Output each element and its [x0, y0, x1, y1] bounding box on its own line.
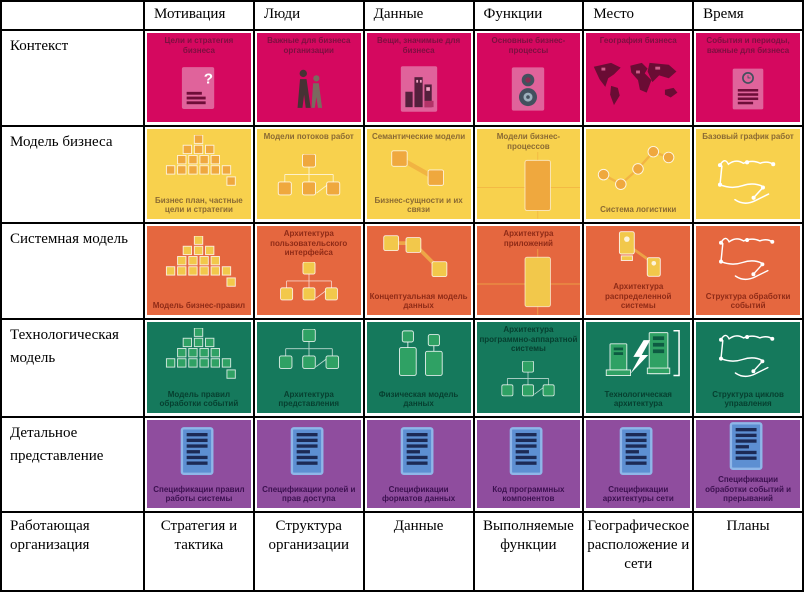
document-question-icon: ?: [147, 56, 251, 122]
matrix-cell: События и периоды, важные для бизнеса: [694, 31, 802, 125]
work-schedule-sketch-icon: [696, 143, 800, 219]
matrix-cell: Вещи, значимые для бизнеса: [364, 31, 473, 125]
pyramid-icon: [147, 129, 251, 195]
matrix-cell: Спецификации правил работы системы: [145, 418, 253, 511]
column-header-functions: Функции: [474, 2, 583, 29]
column-header-people: Люди: [254, 2, 363, 29]
row-label-business-model: Модель бизнеса: [2, 127, 143, 222]
column-header-motivation: Мотивация: [145, 2, 253, 29]
matrix-cell: Семантические модели Бизнес-сущности и и…: [364, 127, 473, 222]
footer-cell-org-structure: Структура организации: [254, 513, 363, 590]
document-gears-icon: [477, 56, 581, 122]
distributed-devices-icon: [586, 226, 690, 281]
matrix-cell: Модель правил обработки событий: [145, 320, 253, 416]
matrix-cell: Спецификации ролей и прав доступа: [254, 418, 363, 511]
matrix-cell: Модель бизнес-правил: [145, 224, 253, 318]
world-map-icon: [586, 47, 690, 122]
footer-cell-geography: Географическое расположение и сети: [584, 513, 693, 590]
linked-entities-icon: [367, 226, 471, 291]
spec-document-icon: [477, 420, 581, 484]
matrix-cell: Технологическая архитектура: [584, 320, 693, 416]
org-tree-icon: [257, 259, 361, 315]
matrix-cell: Архитектура представления: [254, 320, 363, 416]
matrix-cell: Код программных компонентов: [474, 418, 583, 511]
people-icon: [257, 56, 361, 122]
svg-text:?: ?: [204, 70, 213, 87]
spec-document-icon: [367, 420, 471, 484]
pyramid-icon: [147, 322, 251, 389]
process-cross-icon: [477, 249, 581, 315]
matrix-cell: Архитектура приложений: [474, 224, 583, 318]
matrix-cell: Система логистики: [584, 127, 693, 222]
row-label-technology-model: Технологическая модель: [2, 320, 143, 416]
matrix-cell: Архитектура пользовательского интерфейса: [254, 224, 363, 318]
matrix-cell: Модели потоков работ: [254, 127, 363, 222]
buildings-card-icon: [367, 56, 471, 122]
column-header-time: Время: [694, 2, 802, 29]
matrix-cell: Основные бизнес-процессы: [474, 31, 583, 125]
tech-hardware-icon: [586, 322, 690, 389]
footer-cell-plans: Планы: [694, 513, 802, 590]
row-label-detail-view: Детальное представление: [2, 418, 143, 511]
spec-document-icon: [147, 420, 251, 484]
org-tree-icon: [257, 322, 361, 389]
matrix-cell: Архитектура программно-аппаратной систем…: [474, 320, 583, 416]
row-label-system-model: Системная модель: [2, 224, 143, 318]
process-cross-icon: [477, 152, 581, 219]
org-tree-icon: [477, 355, 581, 413]
footer-cell-strategy: Стратегия и тактика: [145, 513, 253, 590]
spec-document-icon: [586, 420, 690, 484]
matrix-cell: Базовый график работ: [694, 127, 802, 222]
footer-cell-functions: Выполняемые функции: [474, 513, 583, 590]
column-header-data: Данные: [364, 2, 473, 29]
matrix-cell: Концептуальная модель данных: [364, 224, 473, 318]
linked-entities-icon: [367, 143, 471, 195]
matrix-cell: Архитектура распределенной системы: [584, 224, 693, 318]
spec-document-icon: [257, 420, 361, 484]
matrix-cell: Бизнес план, частные цели и стратегии: [145, 127, 253, 222]
document-clock-icon: [696, 56, 800, 122]
spec-document-icon: [696, 420, 800, 474]
matrix-cell: Структура обработки событий: [694, 224, 802, 318]
column-header-place: Место: [584, 2, 693, 29]
matrix-cell: Спецификации архитектуры сети: [584, 418, 693, 511]
cycles-sketch-icon: [696, 322, 800, 389]
row-label-context: Контекст: [2, 31, 143, 125]
data-keys-icon: [367, 322, 471, 389]
matrix-cell: Спецификации форматов данных: [364, 418, 473, 511]
logistics-network-icon: [586, 129, 690, 204]
matrix-cell: География бизнеса: [584, 31, 693, 125]
pyramid-icon: [147, 226, 251, 300]
org-tree-icon: [257, 143, 361, 219]
corner-cell: [2, 2, 143, 29]
matrix-cell: Важные для бизнеса организации: [254, 31, 363, 125]
events-sketch-icon: [696, 226, 800, 291]
matrix-cell: Цели и стратегия бизнеса ?: [145, 31, 253, 125]
matrix-cell: Модели бизнес-процессов: [474, 127, 583, 222]
row-label-working-organization: Работающая организация: [2, 513, 143, 590]
matrix-cell: Физическая модель данных: [364, 320, 473, 416]
footer-cell-data: Данные: [364, 513, 473, 590]
matrix-cell: Структура циклов управления: [694, 320, 802, 416]
matrix-cell: Спецификации обработки событий и прерыва…: [694, 418, 802, 511]
